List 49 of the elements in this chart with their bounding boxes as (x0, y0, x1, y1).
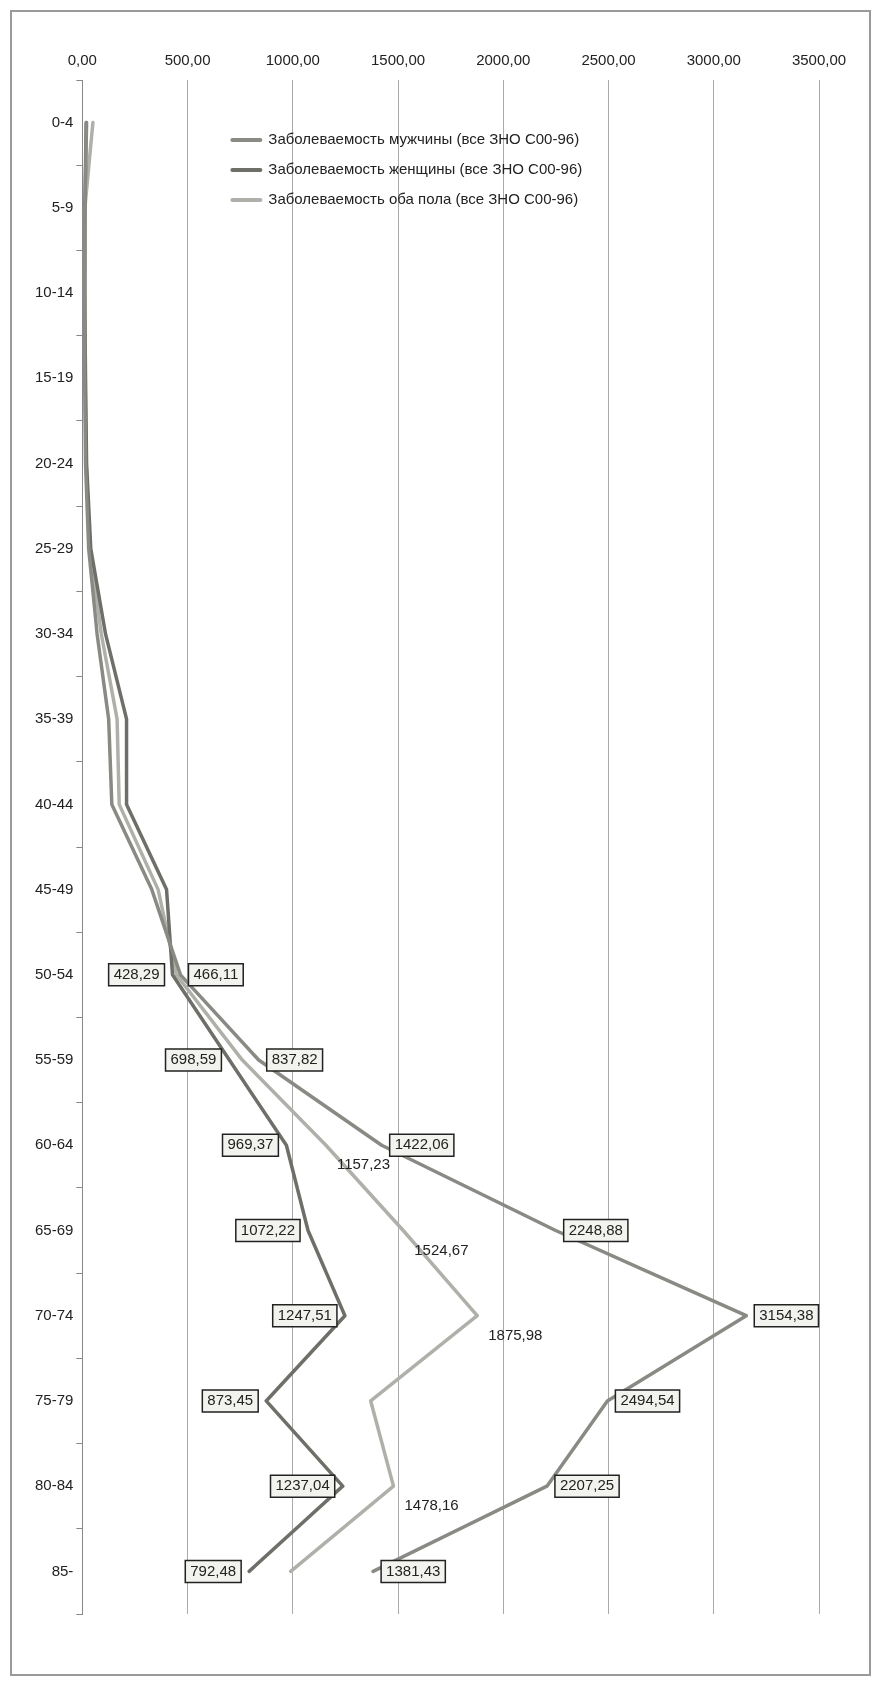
x-tick-label: 0,00 (67, 51, 97, 69)
x-tick-label: 2500,00 (581, 51, 636, 69)
data-label: 1478,16 (404, 1496, 459, 1514)
data-label: 1381,43 (386, 1561, 441, 1579)
y-tick-label: 70-74 (34, 1305, 74, 1323)
y-tick-label: 65-69 (34, 1220, 74, 1238)
y-tick-label: 15-19 (34, 368, 74, 386)
data-label: 792,48 (190, 1561, 237, 1579)
data-label: 1157,23 (336, 1155, 391, 1173)
y-tick-label: 45-49 (34, 879, 74, 897)
y-tick-label: 10-14 (34, 283, 74, 301)
data-label: 1524,67 (414, 1240, 469, 1258)
x-tick-label: 1000,00 (265, 51, 320, 69)
x-tick-label: 1500,00 (370, 51, 426, 69)
y-tick-label: 40-44 (34, 794, 74, 812)
legend-label: Заболеваемость оба пола (все ЗНО С00-96) (268, 190, 579, 208)
data-label: 1237,04 (275, 1476, 330, 1494)
data-label: 2207,25 (559, 1476, 615, 1494)
data-label: 837,82 (271, 1050, 318, 1068)
legend-label: Заболеваемость женщины (все ЗНО С00-96) (268, 160, 583, 178)
data-label: 466,11 (193, 964, 239, 982)
data-label: 3154,38 (759, 1305, 814, 1323)
y-tick-label: 35-39 (34, 709, 74, 727)
data-label: 969,37 (227, 1135, 274, 1153)
x-tick-label: 500,00 (164, 51, 211, 69)
y-tick-label: 60-64 (34, 1135, 74, 1153)
y-tick-label: 5-9 (51, 197, 74, 215)
x-tick-label: 3000,00 (686, 51, 741, 69)
data-label: 1875,98 (488, 1325, 543, 1343)
y-tick-label: 50-54 (34, 964, 74, 982)
data-label: 2494,54 (620, 1391, 675, 1409)
data-label: 698,59 (170, 1050, 217, 1068)
data-label: 1072,22 (240, 1220, 296, 1238)
y-tick-label: 85- (51, 1561, 74, 1579)
y-tick-label: 80-84 (34, 1476, 74, 1494)
y-tick-label: 75-79 (34, 1391, 74, 1409)
y-tick-label: 25-29 (34, 538, 74, 556)
data-label: 1422,06 (394, 1135, 449, 1153)
data-label: 2248,88 (568, 1220, 623, 1238)
data-label: 1247,51 (277, 1305, 332, 1323)
y-tick-label: 0-4 (51, 112, 74, 130)
data-label: 873,45 (207, 1391, 254, 1409)
y-tick-label: 20-24 (34, 453, 74, 471)
x-tick-label: 3500,00 (791, 51, 847, 69)
data-label: 428,29 (113, 964, 160, 982)
legend-label: Заболеваемость мужчины (все ЗНО С00-96) (268, 130, 580, 148)
y-tick-label: 55-59 (34, 1050, 74, 1068)
y-tick-label: 30-34 (34, 624, 74, 642)
x-tick-label: 2000,00 (476, 51, 531, 69)
